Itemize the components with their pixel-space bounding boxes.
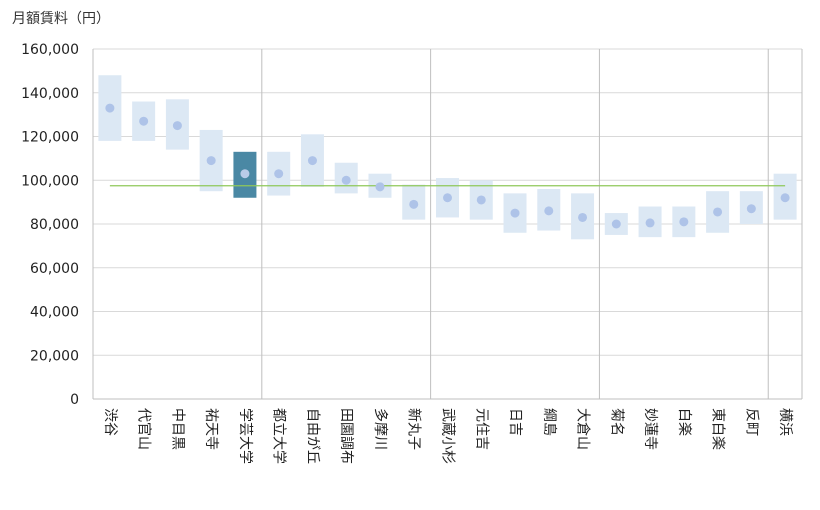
x-category-label: 菊名 [608, 408, 624, 436]
average-point [611, 219, 621, 229]
y-tick-label: 20,000 [30, 348, 79, 364]
x-category-label: 代官山 [136, 408, 152, 450]
average-point [240, 169, 250, 179]
average-point [578, 212, 588, 222]
average-point [476, 195, 486, 205]
x-category-label: 都立大学 [271, 408, 287, 464]
x-category-label: 白楽 [676, 408, 692, 436]
average-point [409, 199, 419, 209]
x-category-label: 渋谷 [102, 408, 118, 436]
x-category-label: 祐天寺 [203, 408, 219, 450]
y-tick-label: 60,000 [30, 261, 79, 277]
x-category-label: 妙蓮寺 [642, 408, 658, 450]
average-point [780, 193, 790, 203]
x-category-label: 日吉 [507, 408, 523, 436]
average-point [645, 218, 655, 228]
average-point [375, 182, 385, 192]
average-point [274, 169, 284, 179]
y-tick-label: 140,000 [21, 86, 79, 102]
average-point [341, 175, 351, 185]
y-tick-label: 40,000 [30, 305, 79, 321]
average-point [510, 208, 520, 218]
x-category-label: 大倉山 [575, 408, 591, 450]
x-category-label: 横浜 [777, 408, 793, 436]
average-point [679, 217, 689, 227]
x-category-label: 綱島 [541, 408, 557, 436]
x-category-label: 学芸大学 [237, 408, 253, 464]
y-tick-label: 120,000 [21, 130, 79, 146]
x-category-label: 多摩川 [372, 408, 389, 450]
average-point [746, 204, 756, 214]
average-point [206, 156, 216, 166]
average-point [172, 121, 182, 131]
x-category-label: 田園調布 [338, 408, 354, 464]
average-point [139, 116, 149, 126]
x-category-label: 中目黒 [169, 408, 185, 450]
y-tick-label: 0 [70, 392, 79, 408]
average-point [307, 156, 317, 166]
average-point [105, 103, 115, 113]
average-point [544, 206, 554, 216]
x-category-label: 元住吉 [473, 408, 489, 450]
y-tick-label: 100,000 [21, 173, 79, 189]
x-category-label: 武蔵小杉 [440, 408, 456, 464]
y-axis-label: 月額賃料（円） [12, 11, 110, 27]
y-tick-label: 160,000 [21, 42, 79, 58]
x-category-label: 東白楽 [710, 408, 726, 450]
y-tick-label: 80,000 [30, 217, 79, 233]
average-point [443, 193, 452, 203]
x-category-label: 新丸子 [406, 408, 422, 450]
x-category-label: 自由が丘 [304, 408, 320, 464]
x-category-label: 反町 [743, 408, 759, 436]
average-point [713, 207, 723, 217]
